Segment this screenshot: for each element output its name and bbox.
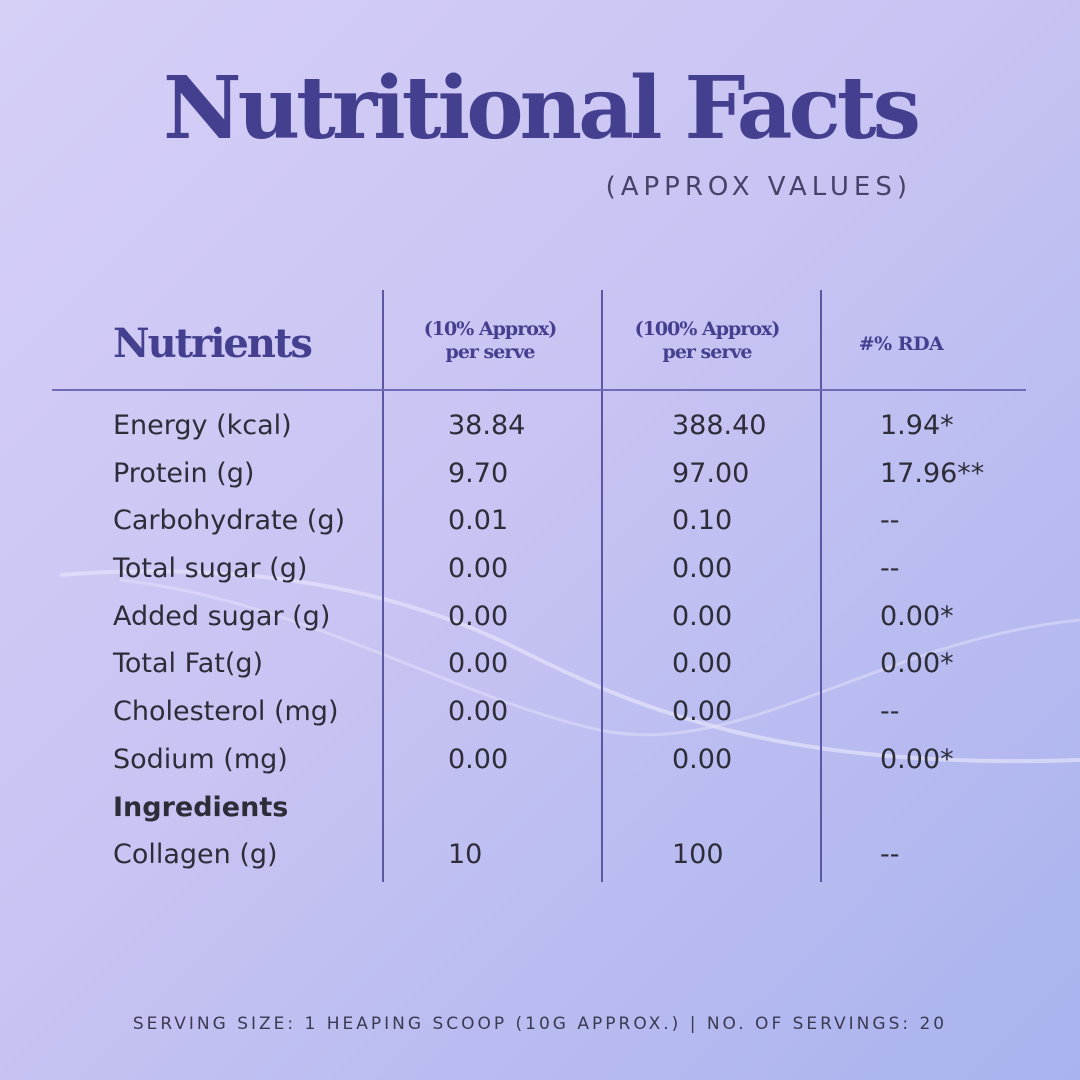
per-serve-value: 0.00 [448, 600, 509, 632]
column-divider [382, 290, 384, 882]
per-serve-value: 9.70 [448, 457, 509, 489]
page-title: Nutritional Facts [162, 58, 921, 159]
ingredient-name: Collagen (g) [113, 839, 278, 871]
table-row: Total Fat(g) 0.00 0.00 0.00* [0, 640, 1080, 688]
per-100-value: 97.00 [672, 457, 750, 489]
header-per-serve-line2: per serve [445, 340, 536, 363]
table-row: Sodium (mg) 0.00 0.00 0.00* [0, 736, 1080, 784]
per-100-value: 0.00 [672, 600, 733, 632]
per-serve-value: 0.00 [448, 696, 509, 728]
header-per-100: (100% Approx) per serve [602, 318, 812, 364]
per-serve-value: 0.00 [448, 648, 509, 680]
table-row: Cholesterol (mg) 0.00 0.00 -- [0, 688, 1080, 736]
per-100-value: 0.00 [672, 553, 733, 585]
rda-value: -- [880, 505, 900, 537]
rda-value: -- [880, 553, 900, 585]
table-row: Carbohydrate (g) 0.01 0.10 -- [0, 497, 1080, 545]
header-per-serve-line1: (10% Approx) [423, 318, 557, 340]
rda-value: 0.00* [880, 743, 954, 775]
per-100-value: 0.00 [672, 648, 733, 680]
ingredients-heading-row: Ingredients [0, 784, 1080, 832]
nutrient-name: Cholesterol (mg) [113, 696, 339, 728]
header-divider [52, 389, 1026, 391]
rda-value: 0.00* [880, 600, 954, 632]
per-serve-value: 0.01 [448, 505, 509, 537]
table-row: Collagen (g) 10 100 -- [0, 831, 1080, 879]
header-rda: #% RDA [858, 333, 944, 355]
ingredients-heading: Ingredients [113, 791, 289, 823]
per-serve-value: 0.00 [448, 553, 509, 585]
per-serve-value: 0.00 [448, 743, 509, 775]
table-row: Added sugar (g) 0.00 0.00 0.00* [0, 593, 1080, 641]
nutrient-name: Energy (kcal) [113, 410, 292, 441]
per-serve-value: 10 [448, 839, 483, 871]
per-100-value: 0.00 [672, 696, 733, 728]
per-100-value: 0.00 [672, 743, 733, 775]
per-100-value: 388.40 [672, 410, 767, 441]
header-nutrients: Nutrients [113, 320, 313, 367]
column-divider [820, 290, 822, 882]
per-100-value: 0.10 [672, 505, 733, 537]
per-100-value: 100 [672, 839, 724, 871]
rda-value: 0.00* [880, 648, 954, 680]
table-row: Total sugar (g) 0.00 0.00 -- [0, 545, 1080, 593]
header-per-100-line1: (100% Approx) [634, 318, 781, 340]
rda-value: -- [880, 839, 900, 871]
serving-info-footer: SERVING SIZE: 1 HEAPING SCOOP (10G APPRO… [132, 1014, 948, 1034]
table-row: Protein (g) 9.70 97.00 17.96** [0, 450, 1080, 498]
nutrient-name: Added sugar (g) [113, 600, 331, 632]
nutrient-name: Total sugar (g) [113, 553, 308, 585]
header-per-serve: (10% Approx) per serve [385, 318, 595, 364]
nutrient-name: Total Fat(g) [113, 648, 264, 680]
page-subtitle: (APPROX VALUES) [605, 172, 912, 202]
nutrient-name: Carbohydrate (g) [113, 505, 346, 537]
per-serve-value: 38.84 [448, 410, 526, 441]
rda-value: -- [880, 696, 900, 728]
table-row: Energy (kcal) 38.84 388.40 1.94* [0, 402, 1080, 450]
rda-value: 17.96** [880, 457, 985, 489]
header-per-100-line2: per serve [662, 340, 753, 363]
rda-value: 1.94* [880, 410, 954, 441]
nutrient-name: Sodium (mg) [113, 743, 288, 775]
nutrient-name: Protein (g) [113, 457, 255, 489]
nutrition-table-body: Energy (kcal) 38.84 388.40 1.94* Protein… [0, 402, 1080, 879]
column-divider [601, 290, 603, 882]
